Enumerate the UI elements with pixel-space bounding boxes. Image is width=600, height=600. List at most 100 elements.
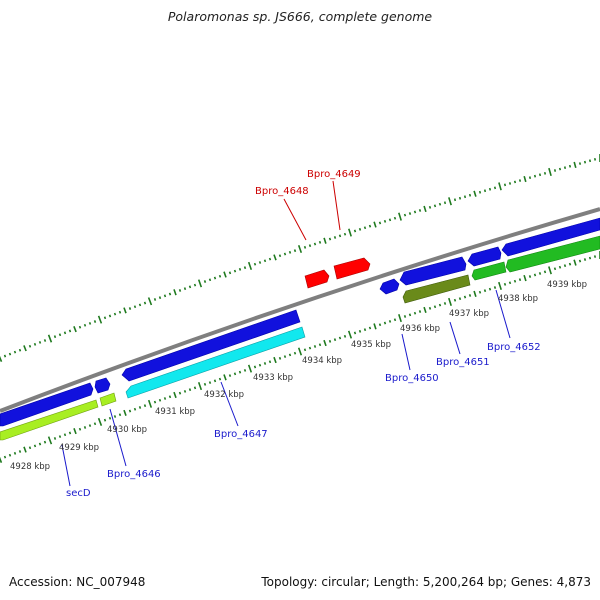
scale-tick	[428, 205, 432, 209]
tick-label: 4928 kbp	[10, 462, 50, 472]
scale-tick	[348, 228, 352, 237]
scale-tick	[268, 257, 272, 261]
scale-tick	[288, 250, 292, 254]
gene-feature-forward[interactable]	[501, 217, 600, 257]
scale-tick	[33, 342, 37, 346]
scale-tick	[333, 236, 337, 239]
scale-tick	[303, 245, 307, 249]
scale-tick	[593, 157, 597, 161]
scale-tick	[73, 428, 77, 435]
tick-label: 4937 kbp	[449, 309, 489, 319]
scale-tick	[398, 212, 402, 221]
scale-tick	[488, 187, 492, 191]
scale-tick	[393, 216, 397, 220]
scale-tick	[463, 295, 467, 299]
scale-tick	[533, 174, 537, 178]
scale-tick	[523, 274, 527, 282]
scale-tick	[548, 167, 552, 177]
gene-label-bpro-4648[interactable]: Bpro_4648	[255, 186, 309, 197]
scale-tick	[533, 273, 537, 277]
gene-label-bpro-4649[interactable]: Bpro_4649	[307, 169, 361, 180]
scale-tick	[103, 316, 107, 320]
scale-tick	[453, 198, 457, 202]
scale-tick	[233, 269, 237, 273]
scale-tick	[303, 348, 307, 352]
scale-tick	[483, 189, 487, 193]
scale-tick	[138, 406, 142, 409]
gene-feature-reverse[interactable]	[471, 261, 507, 281]
scale-tick	[53, 437, 57, 440]
gene-label-bpro-4652[interactable]: Bpro_4652	[487, 342, 541, 353]
scale-tick	[147, 399, 153, 408]
scale-tick	[323, 339, 327, 347]
gene-label-bpro-4646[interactable]: Bpro_4646	[107, 469, 161, 480]
gene-feature-highlight[interactable]	[333, 257, 371, 280]
scale-tick	[593, 255, 597, 258]
scale-tick	[278, 254, 282, 258]
scale-tick	[293, 249, 297, 253]
scale-tick	[403, 315, 407, 318]
scale-tick	[143, 404, 147, 408]
scale-tick	[473, 290, 477, 297]
scale-tick	[458, 196, 462, 200]
gene-feature-forward[interactable]	[94, 377, 111, 394]
leader-line	[220, 381, 239, 427]
scale-tick	[3, 354, 7, 358]
scale-tick	[523, 175, 527, 183]
scale-tick	[353, 331, 357, 335]
scale-tick	[488, 287, 492, 291]
gene-feature-forward[interactable]	[379, 278, 400, 295]
scale-tick	[108, 314, 112, 318]
scale-tick	[343, 232, 347, 236]
scale-tick	[33, 444, 37, 448]
tick-label: 4933 kbp	[253, 373, 293, 383]
scale-tick	[503, 183, 507, 187]
scale-tick	[247, 364, 253, 373]
scale-tick	[123, 307, 127, 314]
gene-feature-forward[interactable]	[121, 309, 301, 382]
scale-tick	[578, 259, 582, 263]
scale-tick	[578, 162, 582, 165]
scale-tick	[428, 306, 432, 310]
gene-label-bpro-4650[interactable]: Bpro_4650	[385, 373, 439, 384]
scale-tick	[378, 323, 382, 327]
scale-tick	[313, 242, 317, 246]
scale-tick	[8, 352, 12, 356]
gene-feature-reverse[interactable]	[99, 392, 117, 407]
tick-label: 4934 kbp	[302, 356, 342, 366]
scale-tick	[97, 417, 103, 426]
scale-tick	[513, 180, 517, 184]
scale-tick	[18, 450, 22, 453]
scale-tick	[93, 422, 97, 426]
scale-tick	[18, 348, 22, 352]
tick-label: 4936 kbp	[400, 324, 440, 334]
scale-tick	[358, 227, 362, 231]
gene-feature-reverse[interactable]	[125, 326, 306, 399]
gene-label-secd[interactable]: secD	[66, 488, 91, 499]
scale-tick	[583, 160, 587, 164]
scale-tick	[313, 345, 317, 348]
gene-feature-reverse[interactable]	[505, 235, 600, 273]
scale-tick	[233, 372, 237, 376]
genome-backbone	[0, 207, 600, 413]
scale-tick	[118, 413, 122, 417]
gene-feature-forward[interactable]	[467, 246, 502, 267]
scale-tick	[58, 435, 62, 438]
scale-tick	[583, 258, 587, 261]
gene-feature-highlight[interactable]	[304, 269, 330, 289]
gene-feature-forward[interactable]	[0, 382, 94, 427]
scale-tick	[3, 455, 7, 459]
gene-label-bpro-4647[interactable]: Bpro_4647	[214, 429, 268, 440]
scale-tick	[328, 237, 332, 241]
scale-tick	[153, 400, 157, 404]
scale-tick	[538, 173, 542, 177]
gene-feature-forward[interactable]	[399, 256, 467, 286]
gene-label-bpro-4651[interactable]: Bpro_4651	[436, 357, 490, 368]
gene-feature-reverse[interactable]	[402, 274, 471, 304]
scale-tick	[308, 346, 312, 350]
scale-tick	[347, 330, 353, 339]
scale-tick	[263, 362, 267, 365]
gene-feature-reverse[interactable]	[0, 399, 99, 441]
scale-tick	[368, 224, 372, 228]
scale-tick	[373, 221, 377, 228]
